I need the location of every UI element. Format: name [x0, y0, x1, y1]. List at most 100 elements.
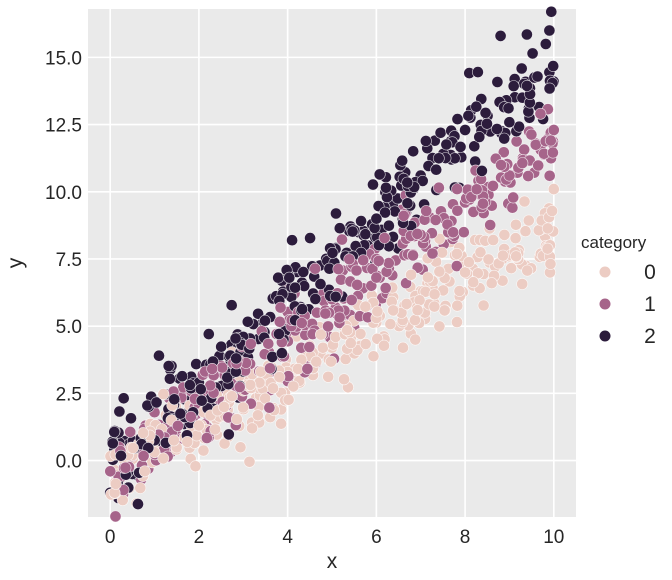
x-axis-label: x: [327, 550, 338, 573]
data-point: [432, 181, 445, 194]
data-point: [544, 134, 557, 147]
data-point: [244, 378, 257, 391]
legend-marker-icon: [599, 330, 611, 342]
data-point: [397, 209, 410, 222]
data-point: [396, 154, 409, 167]
data-point: [344, 337, 357, 349]
data-point: [289, 281, 301, 294]
data-point: [157, 388, 170, 400]
data-point: [545, 5, 558, 18]
data-point: [153, 349, 165, 362]
data-point: [332, 263, 345, 275]
data-point: [329, 290, 342, 303]
data-point: [487, 179, 499, 192]
data-point: [234, 441, 247, 454]
data-point: [197, 444, 210, 457]
data-point: [168, 393, 181, 406]
data-point: [462, 256, 475, 269]
data-point: [459, 124, 471, 136]
data-point: [470, 183, 483, 196]
data-point: [150, 396, 163, 409]
data-point: [216, 361, 229, 374]
x-tick-label: 6: [371, 527, 382, 548]
data-point: [115, 449, 127, 462]
data-point: [457, 226, 470, 239]
data-point: [109, 510, 122, 523]
data-point: [454, 140, 467, 153]
data-point: [518, 195, 531, 208]
data-point: [237, 401, 249, 414]
data-point: [409, 333, 422, 346]
data-point: [132, 498, 144, 510]
data-point: [401, 197, 414, 210]
data-point: [157, 452, 170, 465]
data-point: [119, 461, 132, 474]
data-point: [411, 227, 424, 240]
data-point: [541, 222, 554, 235]
data-point: [497, 146, 510, 159]
data-point: [481, 117, 493, 130]
data-point: [546, 205, 558, 217]
data-point: [475, 164, 488, 177]
data-point: [420, 205, 433, 217]
data-point: [243, 455, 256, 468]
data-point: [485, 277, 498, 290]
data-point: [502, 102, 515, 115]
data-point: [419, 135, 432, 147]
data-point: [345, 294, 358, 306]
data-point: [189, 460, 202, 473]
data-point: [543, 82, 556, 95]
data-point: [108, 426, 121, 438]
data-point: [174, 407, 187, 420]
data-point: [341, 324, 354, 337]
data-point: [543, 24, 556, 37]
data-point: [314, 328, 327, 341]
data-point: [221, 371, 234, 384]
data-point: [433, 320, 446, 333]
data-point: [430, 163, 443, 176]
data-point: [192, 419, 205, 432]
data-point: [498, 132, 511, 145]
data-point: [106, 437, 119, 450]
data-point: [474, 246, 487, 259]
legend-label: 0: [644, 261, 656, 284]
data-point: [359, 338, 372, 350]
data-point: [316, 341, 329, 354]
data-point: [482, 253, 495, 266]
data-point: [359, 300, 372, 313]
data-point: [124, 425, 137, 438]
data-point: [162, 360, 175, 372]
data-point: [113, 405, 126, 418]
legend-label: 1: [644, 293, 656, 316]
data-point: [322, 370, 335, 383]
data-point: [447, 226, 460, 239]
data-point: [509, 232, 522, 245]
legend: category 0 1 2: [581, 233, 656, 348]
data-point: [507, 191, 520, 204]
data-point: [434, 126, 447, 139]
y-tick-label: 0.0: [56, 452, 82, 473]
data-point: [222, 428, 235, 441]
data-point: [515, 62, 528, 75]
legend-title: category: [581, 233, 647, 252]
data-point: [283, 271, 296, 284]
data-point: [547, 146, 559, 159]
data-point: [378, 339, 390, 352]
data-point: [241, 315, 254, 328]
data-point: [273, 371, 286, 383]
data-point: [384, 318, 397, 330]
data-point: [451, 113, 464, 125]
data-point: [521, 264, 534, 277]
y-tick-label: 12.5: [45, 116, 82, 137]
data-point: [264, 362, 276, 375]
data-point: [183, 379, 196, 391]
data-point: [218, 401, 230, 413]
data-point: [287, 380, 300, 393]
data-point: [259, 314, 271, 327]
data-point: [137, 427, 150, 439]
data-point: [416, 174, 429, 187]
data-point: [428, 288, 441, 301]
data-point: [440, 138, 453, 151]
legend-entries: 0 1 2: [599, 261, 656, 348]
